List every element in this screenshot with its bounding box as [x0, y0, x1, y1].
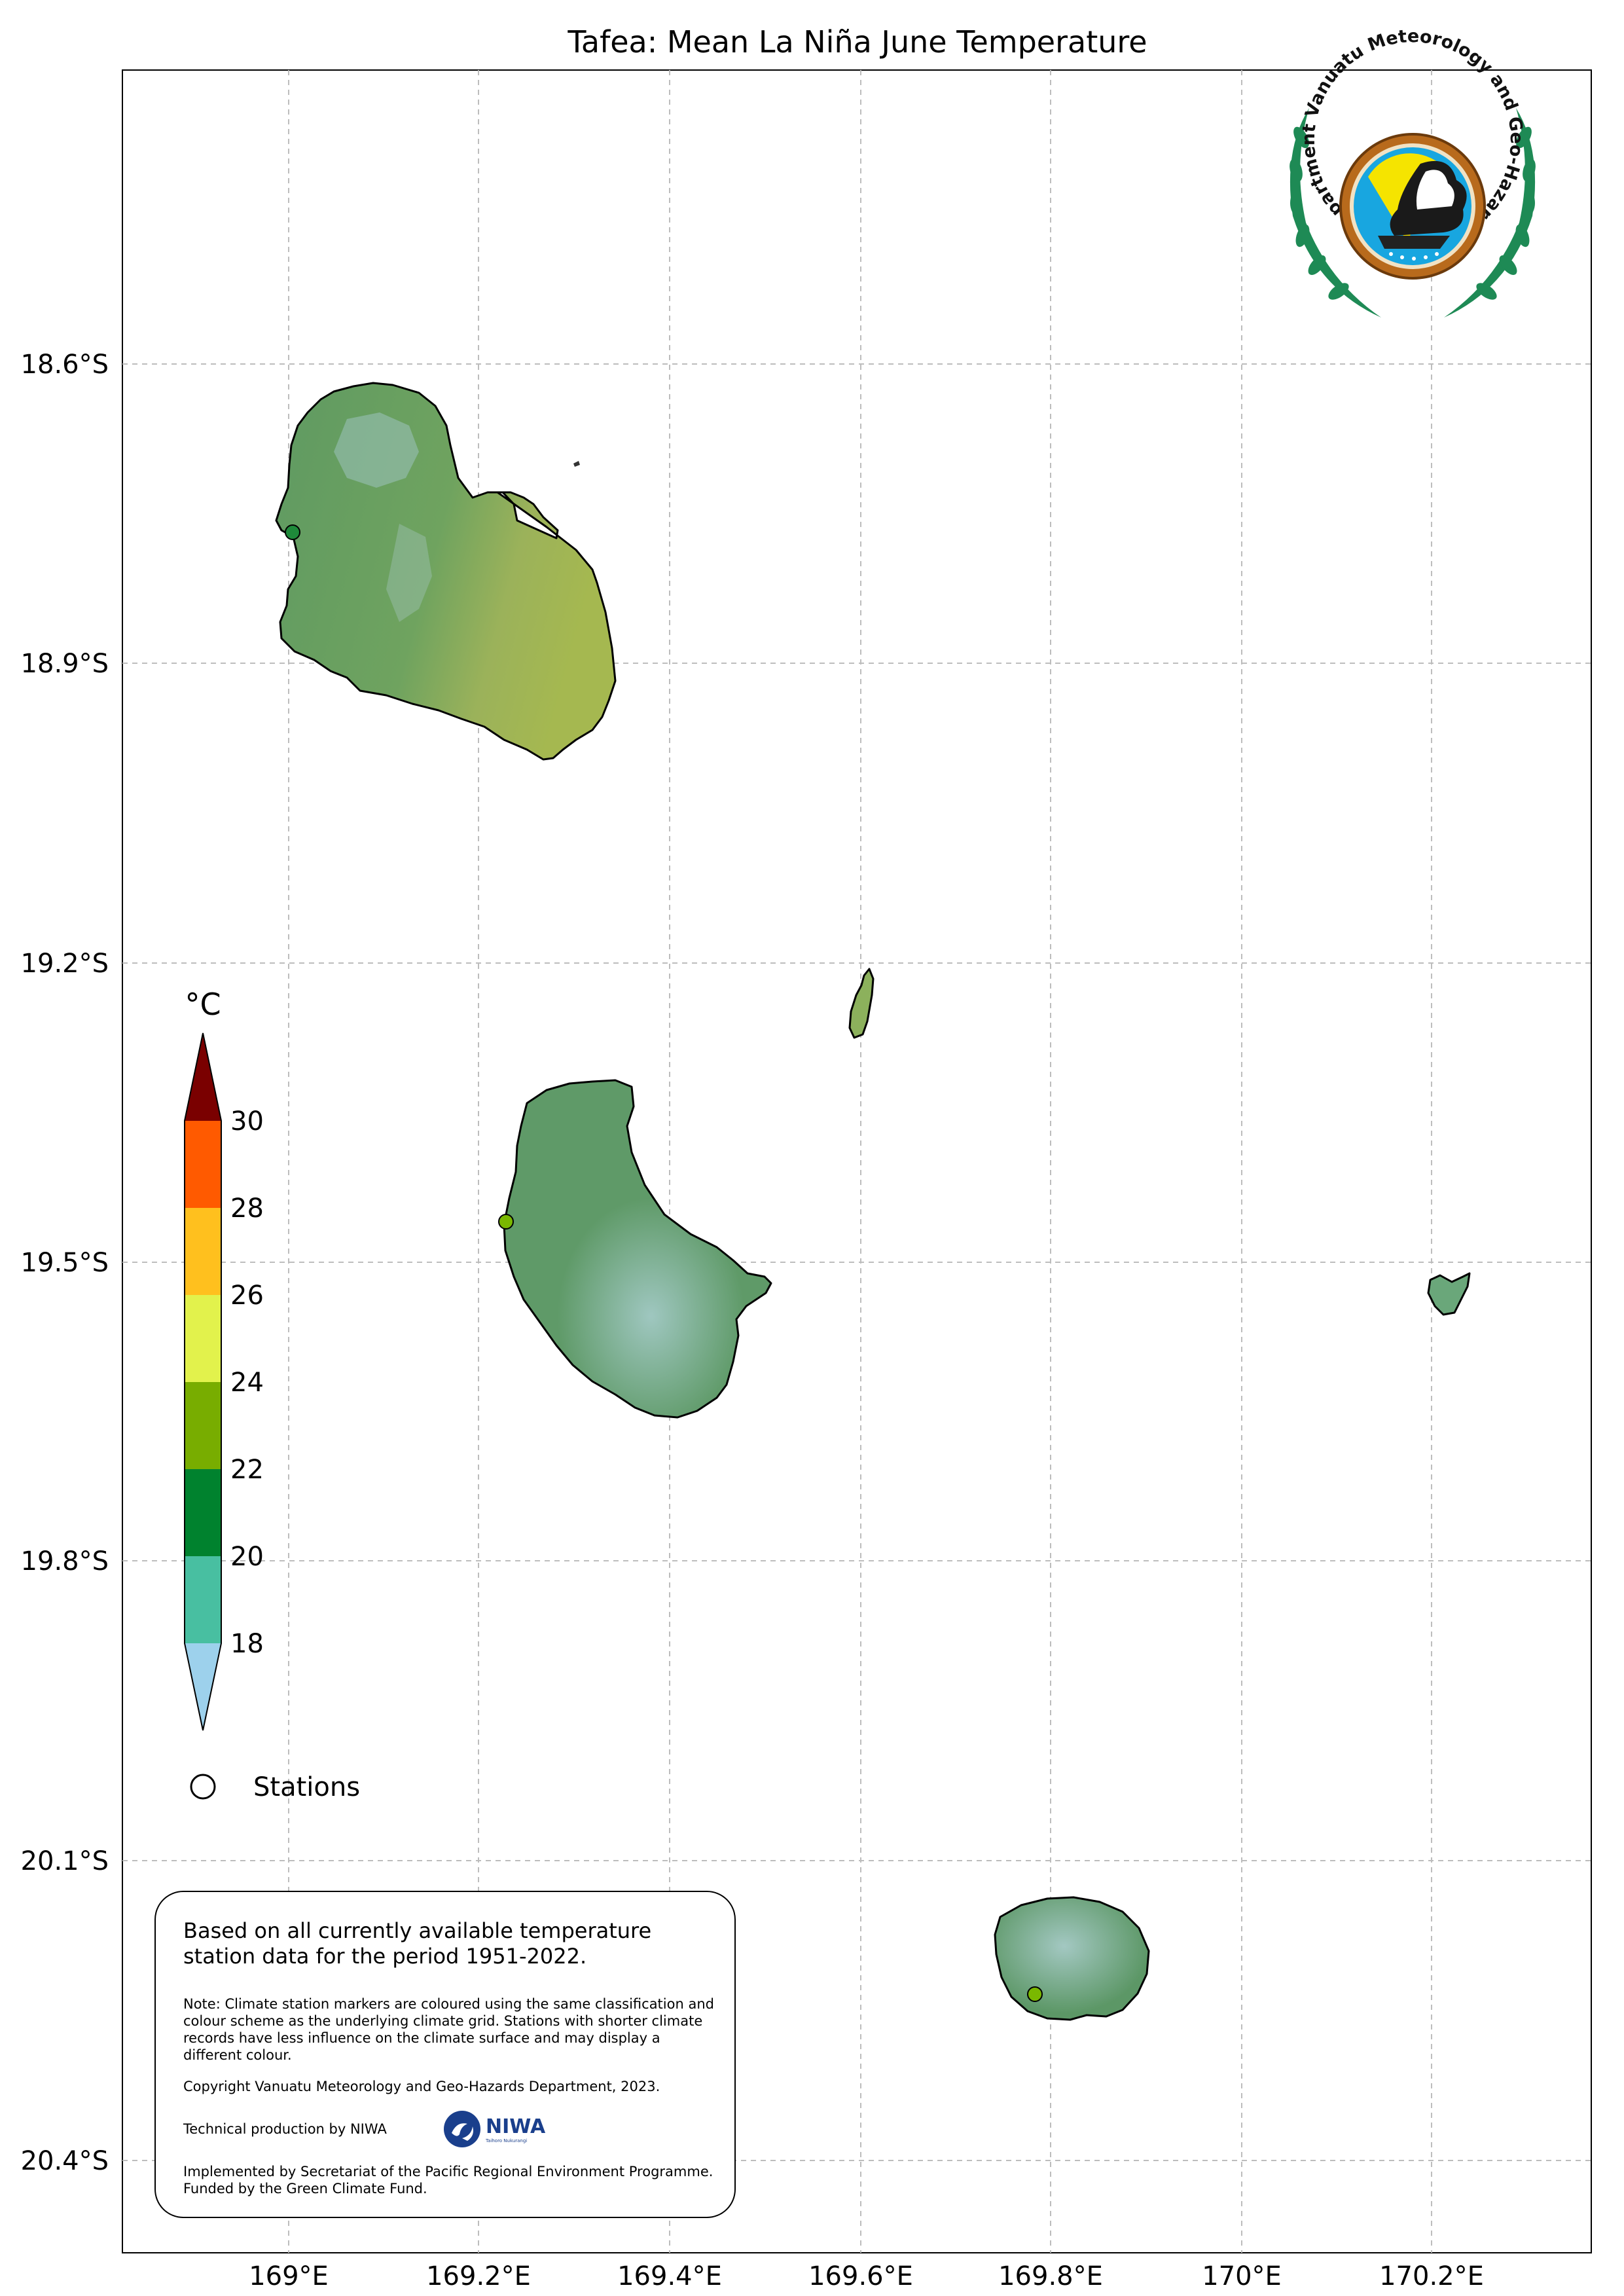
- lon-label: 169.6°E: [808, 2261, 913, 2291]
- station-marker[interactable]: [1027, 1986, 1043, 2002]
- lat-label: 19.8°S: [21, 1546, 109, 1576]
- notes-main: Based on all currently available tempera…: [183, 1918, 652, 1969]
- colorbar-tick: 22: [230, 1455, 264, 1485]
- colorbar-band: [185, 1469, 221, 1556]
- station-markers: [285, 524, 1043, 2002]
- station-marker[interactable]: [498, 1214, 514, 1230]
- notes-panel: Based on all currently available tempera…: [154, 1891, 736, 2218]
- technical-production: Technical production by NIWA NIWA Taihor…: [183, 2109, 708, 2149]
- colorbar-tick: 20: [230, 1542, 264, 1572]
- colorbar-band: [185, 1556, 221, 1643]
- stations-legend-marker: [190, 1774, 216, 1800]
- lon-label: 170.2°E: [1379, 2261, 1484, 2291]
- technical-label: Technical production by NIWA: [183, 2121, 387, 2137]
- station-marker[interactable]: [285, 524, 300, 540]
- colorbar-band-over: [185, 1033, 221, 1121]
- colorbar: °C 30 28 26 24 22 20 18: [184, 987, 264, 1731]
- lon-label: 169.2°E: [426, 2261, 531, 2291]
- colorbar-tick: 26: [230, 1281, 264, 1311]
- colorbar-tick: 18: [230, 1629, 264, 1659]
- niwa-word: NIWA: [486, 2115, 546, 2138]
- colorbar-band: [185, 1295, 221, 1382]
- colorbar-outline: [184, 1032, 222, 1731]
- colorbar-tick: 24: [230, 1368, 264, 1398]
- colorbar-band: [185, 1208, 221, 1295]
- futuna-island: [1427, 1272, 1471, 1316]
- lat-label: 20.1°S: [21, 1846, 109, 1876]
- erromango-ridge: [386, 524, 432, 622]
- niwa-logo: NIWA Taihoro Nukurangi: [442, 2109, 545, 2149]
- map-title: Tafea: Mean La Niña June Temperature: [567, 24, 1147, 60]
- colorbar-band: [185, 1121, 221, 1208]
- tanna-island: [503, 1079, 772, 1419]
- colorbar-tick: 28: [230, 1194, 264, 1224]
- colorbar-unit: °C: [185, 987, 221, 1022]
- aneityum-island: [994, 1896, 1150, 2021]
- colorbar-tick: 30: [230, 1106, 264, 1137]
- erromango-islet: [573, 461, 580, 467]
- niwa-sub: Taihoro Nukurangi: [486, 2138, 528, 2143]
- colorbar-band-under: [185, 1643, 221, 1730]
- lon-label: 169.8°E: [998, 2261, 1103, 2291]
- stations-legend: Stations: [190, 1772, 360, 1802]
- lon-label: 170°E: [1202, 2261, 1282, 2291]
- aniwa-island: [848, 968, 875, 1039]
- islands: [275, 382, 1471, 2021]
- niwa-swirl-icon: [444, 2111, 480, 2147]
- lon-label: 169°E: [249, 2261, 329, 2291]
- gridlines: [122, 70, 1591, 2253]
- lat-label: 19.2°S: [21, 949, 109, 979]
- notes-note: Note: Climate station markers are colour…: [183, 1996, 714, 2063]
- erromango-highland: [334, 412, 419, 488]
- lat-label: 18.6°S: [21, 350, 109, 380]
- lat-label: 20.4°S: [21, 2146, 109, 2176]
- colorbar-band: [185, 1382, 221, 1469]
- notes-implemented: Implemented by Secretariat of the Pacifi…: [183, 2164, 713, 2196]
- lat-label: 18.9°S: [21, 649, 109, 679]
- lon-label: 169.4°E: [617, 2261, 722, 2291]
- stations-legend-label: Stations: [253, 1772, 360, 1802]
- lat-label: 19.5°S: [21, 1248, 109, 1278]
- notes-copyright: Copyright Vanuatu Meteorology and Geo-Ha…: [183, 2079, 660, 2094]
